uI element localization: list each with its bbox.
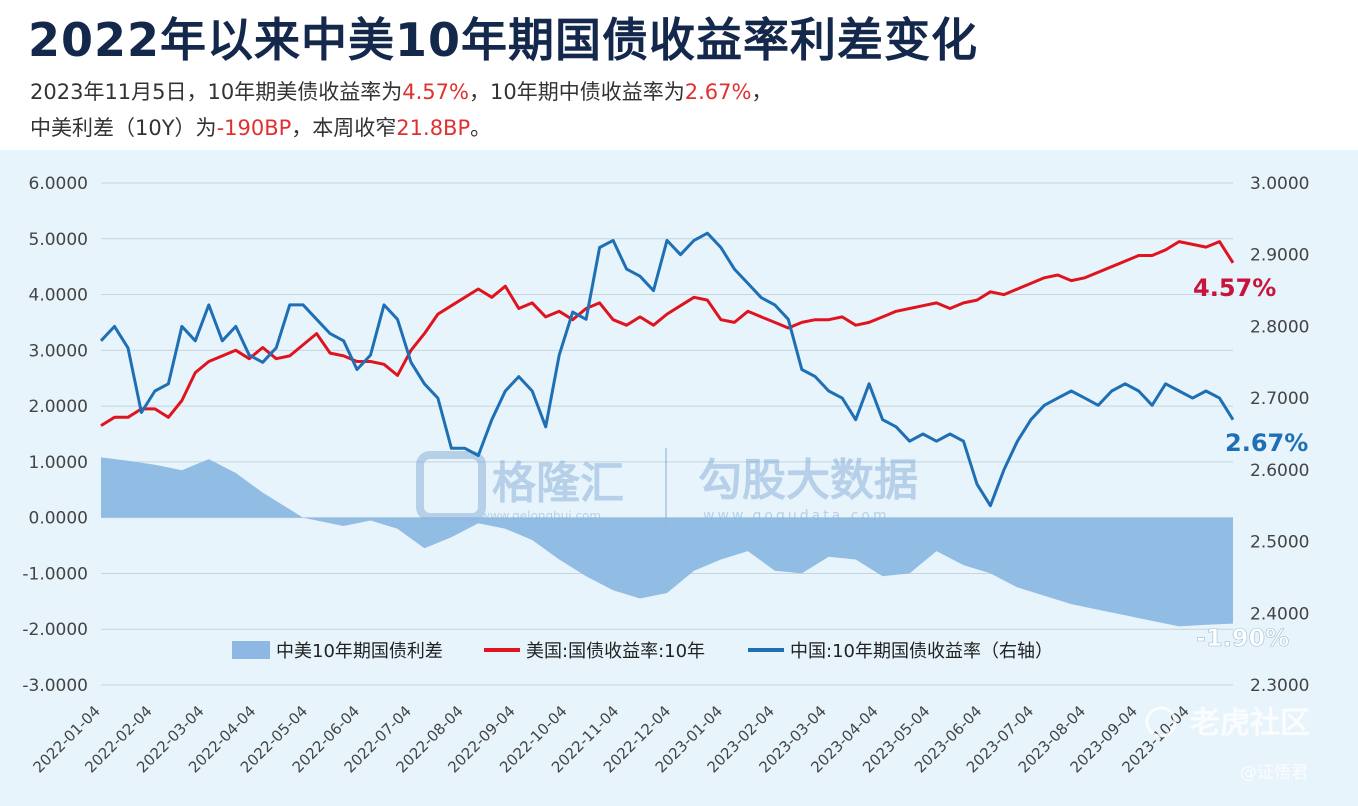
subtitle-line2-part-4: 。 — [470, 116, 492, 140]
series-cn-line — [99, 231, 1235, 508]
watermark-gogudata: 勾股大数据 — [698, 455, 918, 506]
subtitle-line1-part-0: 2023年11月5日，10年期美债收益率为 — [30, 80, 403, 104]
y-right-tick-label: 2.7000 — [1250, 389, 1309, 409]
y-left-tick-label: 4.0000 — [29, 286, 88, 306]
y-left-tick-label: 3.0000 — [29, 341, 88, 361]
subtitle-line1-part-4: ， — [751, 80, 773, 104]
subtitle-line2-part-1: -190BP — [216, 116, 292, 140]
y-left-tick-label: 0.0000 — [29, 509, 88, 529]
legend-label-spread: 中美10年期国债利差 — [276, 641, 443, 662]
subtitle-line2-part-3: 21.8BP — [396, 116, 471, 140]
y-right-tick-label: 2.5000 — [1250, 533, 1309, 553]
subtitle-line1-part-2: ，10年期中债收益率为 — [468, 80, 685, 104]
y-right-tick-label: 2.6000 — [1250, 461, 1309, 481]
y-left-tick-label: 1.0000 — [29, 453, 88, 473]
legend-label-us: 美国:国债收益率:10年 — [526, 641, 705, 662]
chart-area: 6.0000 5.0000 4.0000 3.0000 2.0000 1.0000 0.00… — [0, 150, 1358, 802]
y-right-tick-label: 2.8000 — [1250, 317, 1309, 337]
corner-box — [1195, 0, 1358, 76]
watermark-group: 格隆汇www.gelonghui.com勾股大数据www.gogudata.co… — [416, 448, 918, 528]
subtitle-line2: 中美利差（10Y）为-190BP，本周收窄21.8BP。 — [30, 112, 491, 142]
subtitle-line2-part-2: ，本周收窄 — [291, 116, 397, 140]
y-left-tick-label: 6.0000 — [29, 174, 88, 194]
y-left-tick-label: 2.0000 — [29, 397, 88, 417]
legend-label-cn: 中国:10年期国债收益率（右轴） — [790, 641, 1053, 662]
subtitle-line1-part-3: 2.67% — [684, 80, 752, 104]
y-left-tick-label: -1.0000 — [22, 564, 88, 584]
watermark-gelonghui: 格隆汇 — [492, 458, 624, 509]
y-left-tick-label: -3.0000 — [22, 676, 88, 696]
subtitle-line2-part-0: 中美利差（10Y）为 — [30, 116, 217, 140]
subtitle-line1-part-1: 4.57% — [402, 80, 469, 104]
end-label-us: 4.57% — [1193, 274, 1276, 302]
y-left-tick-label: 5.0000 — [29, 230, 88, 250]
y-right-tick-label: 3.0000 — [1250, 174, 1309, 194]
legend: 中美10年期国债利差 美国:国债收益率:10年 中国:10年期国债收益率（右轴） — [232, 641, 1053, 662]
subtitle-line1: 2023年11月5日，10年期美债收益率为4.57%，10年期中债收益率为2.6… — [30, 76, 772, 106]
series-us-line — [100, 240, 1235, 427]
y-left-tick-label: -2.0000 — [22, 620, 88, 640]
end-label-spread: -1.90% — [1196, 624, 1289, 652]
tiger-watermark-group: 老虎社区 @证悟君 — [1145, 706, 1310, 783]
y-right-tick-label: 2.3000 — [1250, 676, 1309, 696]
y-right-tick-label: 2.4000 — [1250, 604, 1309, 624]
y-right-tick-label: 2.9000 — [1250, 246, 1309, 266]
header — [0, 0, 1358, 150]
tiger-logo-icon — [1145, 706, 1177, 738]
watermark-tiger: 老虎社区 — [1190, 706, 1310, 741]
chart-svg: 6.0000 5.0000 4.0000 3.0000 2.0000 1.0000 0.00… — [22, 174, 1310, 783]
chart-title: 2022年以来中美10年期国债收益率利差变化 — [28, 13, 979, 67]
watermark-author: @证悟君 — [1240, 763, 1308, 783]
series-spread-area — [101, 457, 1233, 627]
gelonghui-logo-icon — [416, 451, 486, 521]
legend-swatch-spread — [232, 641, 270, 659]
end-label-cn: 2.67% — [1225, 429, 1308, 457]
